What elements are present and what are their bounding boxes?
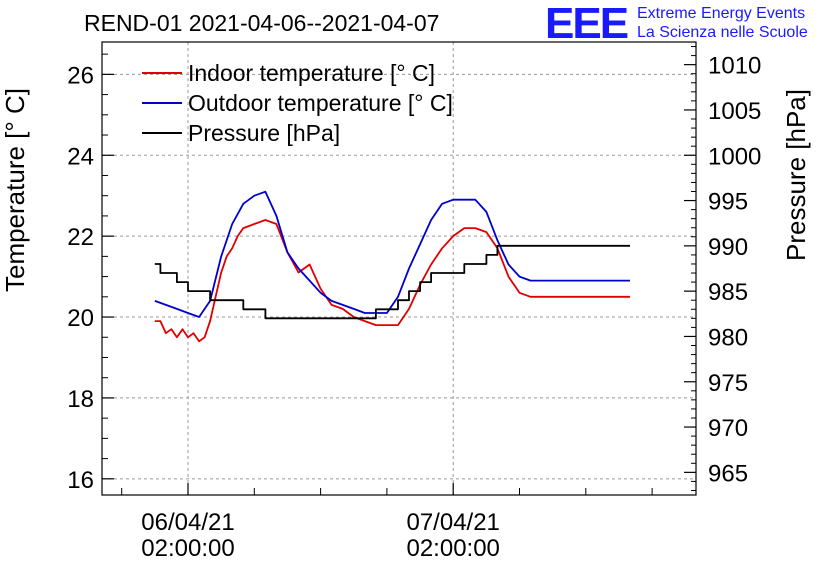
y2-tick-label: 975 — [708, 370, 748, 397]
y2-tick-label: 1010 — [708, 53, 761, 80]
y-tick-label: 16 — [67, 467, 94, 494]
plot-frame — [101, 41, 697, 496]
axis-ticks: 16 18 20 22 24 26 965 970 975 980 985 990 995 1000 100… — [67, 46, 761, 562]
y-axis-label: Temperature [° C] — [0, 88, 30, 292]
series-lines — [154, 190, 630, 343]
gridlines — [102, 42, 696, 495]
y2-axis-label: Pressure [hPa] — [781, 89, 811, 261]
series-line — [154, 219, 630, 343]
y-tick-label: 26 — [67, 62, 94, 89]
y2-tick-label: 1005 — [708, 98, 761, 125]
y2-tick-label: 980 — [708, 324, 748, 351]
x-tick-date: 06/04/21 — [141, 509, 234, 536]
legend-label: Pressure [hPa] — [188, 120, 340, 146]
org-name: Extreme Energy Events La Scienza nelle S… — [637, 4, 808, 42]
x-tick-time: 02:00:00 — [141, 535, 234, 562]
eee-logo: EEE — [545, 0, 629, 48]
org-line-2: La Scienza nelle Scuole — [637, 24, 808, 41]
series-line — [154, 244, 630, 320]
y-tick-label: 22 — [67, 224, 94, 251]
legend-label: Outdoor temperature [° C] — [188, 90, 453, 116]
y-tick-label: 18 — [67, 386, 94, 413]
y2-tick-label: 995 — [708, 189, 748, 216]
y2-tick-label: 1000 — [708, 143, 761, 170]
org-line-1: Extreme Energy Events — [637, 5, 806, 22]
y-tick-label: 24 — [67, 143, 94, 170]
chart-title: REND-01 2021-04-06--2021-04-07 — [84, 10, 440, 36]
x-tick-date: 07/04/21 — [406, 509, 499, 536]
x-tick-time: 02:00:00 — [406, 535, 499, 562]
y2-tick-label: 970 — [708, 415, 748, 442]
y2-tick-label: 965 — [708, 460, 748, 487]
y2-tick-label: 985 — [708, 279, 748, 306]
legend: Indoor temperature [° C] Outdoor temperat… — [142, 60, 453, 146]
y2-tick-label: 990 — [708, 234, 748, 261]
y-tick-label: 20 — [67, 305, 94, 332]
legend-label: Indoor temperature [° C] — [188, 60, 435, 86]
series-line — [154, 190, 630, 318]
